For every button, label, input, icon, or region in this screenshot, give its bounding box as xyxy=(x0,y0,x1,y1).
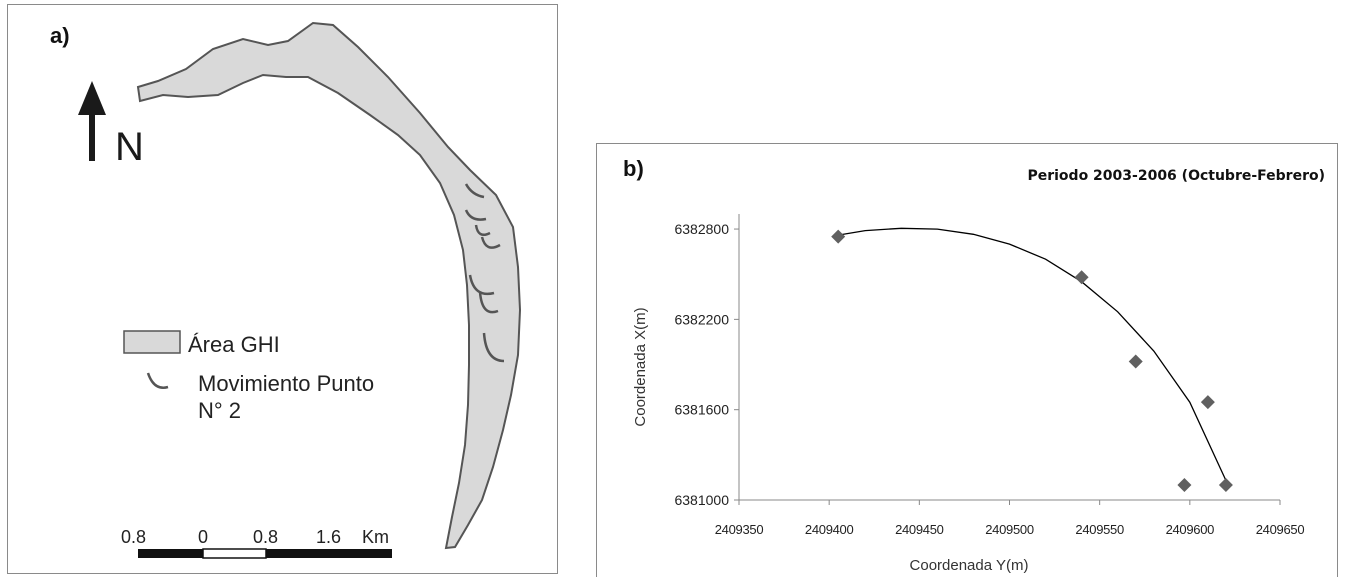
movement-mark-1 xyxy=(464,183,485,199)
map-figure: N Área GHI Movimiento Punto N° 2 0.8 0 0… xyxy=(78,21,522,559)
x-tick-label: 2409600 xyxy=(1166,522,1215,537)
x-tick-label: 2409350 xyxy=(715,522,764,537)
panel-b-label: b) xyxy=(623,156,644,181)
movement-mark-3 xyxy=(474,224,491,236)
data-point xyxy=(1074,270,1089,285)
legend-area-label: Área GHI xyxy=(188,332,280,357)
chart-axes xyxy=(734,214,1281,505)
legend-movement-label-2: N° 2 xyxy=(198,398,241,423)
y-tick-label: 6382200 xyxy=(674,311,729,327)
data-point xyxy=(1200,395,1215,410)
map-panel: a) N Área GHI Movimiento Punto N° 2 xyxy=(7,4,558,574)
trendline xyxy=(838,227,1227,481)
scatter-chart: 6381000 6381600 6382200 6382800 2409350 24094… xyxy=(632,214,1305,574)
movement-mark-2 xyxy=(464,209,487,221)
data-point xyxy=(1177,477,1192,492)
y-tick-label: 6382800 xyxy=(674,221,729,237)
scale-tick-label: 1.6 xyxy=(316,527,341,547)
movement-mark-4 xyxy=(480,236,501,249)
scale-bar xyxy=(138,548,392,559)
ghi-area-shape xyxy=(136,21,522,550)
movement-mark-7 xyxy=(482,332,505,363)
x-tick-label: 2409550 xyxy=(1075,522,1124,537)
legend-area-swatch xyxy=(123,330,181,354)
data-point xyxy=(831,229,846,244)
movement-mark-5 xyxy=(468,274,495,296)
x-tick-label: 2409450 xyxy=(895,522,944,537)
x-tick-label: 2409650 xyxy=(1256,522,1305,537)
north-arrow-icon xyxy=(78,81,106,161)
y-tick-label: 6381600 xyxy=(674,402,729,418)
scale-tick-label: 0 xyxy=(198,527,208,547)
scale-tick-label: 0.8 xyxy=(253,527,278,547)
tick-labels: 6381000 6381600 6382200 6382800 2409350 24094… xyxy=(674,221,1304,537)
panel-a-label: a) xyxy=(50,23,70,48)
legend-movement-label-1: Movimiento Punto xyxy=(198,371,374,396)
movement-marks xyxy=(464,183,505,363)
legend-movement-icon xyxy=(146,372,169,389)
x-tick-label: 2409500 xyxy=(985,522,1034,537)
movement-mark-6 xyxy=(478,291,499,314)
data-point xyxy=(1218,477,1233,492)
scale-tick-label: 0.8 xyxy=(121,527,146,547)
chart-panel: b) Periodo 2003-2006 (Octubre-Febrero) 6… xyxy=(596,143,1338,577)
data-points xyxy=(831,229,1233,492)
x-axis-label: Coordenada Y(m) xyxy=(910,557,1029,574)
north-label: N xyxy=(115,125,144,169)
y-axis-label: Coordenada X(m) xyxy=(632,307,649,426)
data-point xyxy=(1128,354,1143,369)
scale-unit-label: Km xyxy=(362,527,389,547)
chart-title: Periodo 2003-2006 (Octubre-Febrero) xyxy=(1027,168,1325,184)
y-tick-label: 6381000 xyxy=(674,492,729,508)
trendline-group xyxy=(838,227,1227,481)
x-tick-label: 2409400 xyxy=(805,522,854,537)
